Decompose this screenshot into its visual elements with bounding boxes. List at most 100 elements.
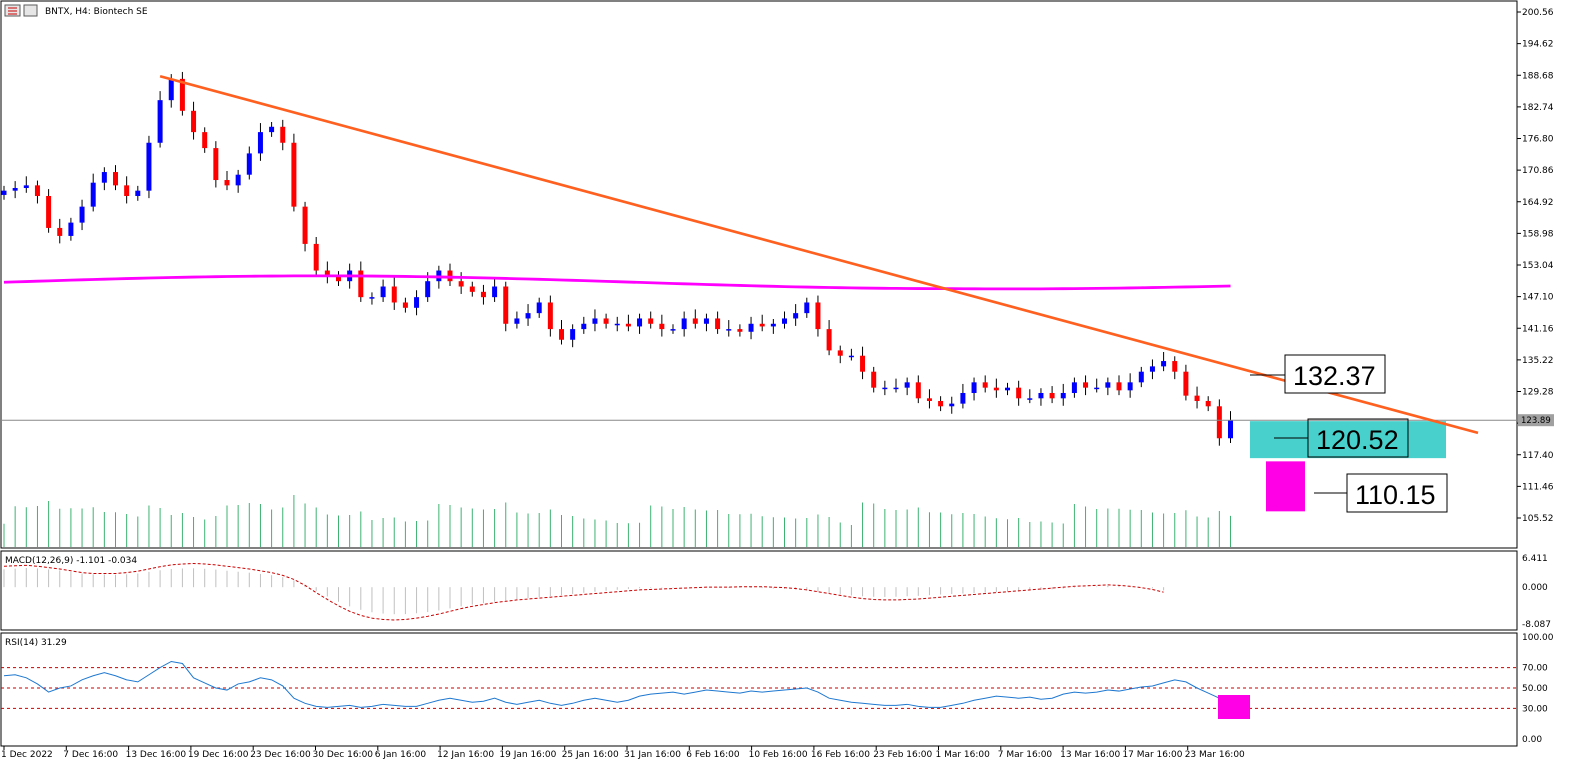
candle-body: [1194, 395, 1200, 401]
time-tick-label: 19 Jan 16:00: [499, 750, 556, 760]
candle-body: [1016, 387, 1022, 399]
time-tick-label: 10 Feb 16:00: [749, 750, 808, 760]
candle-body: [681, 318, 687, 330]
candle-body: [458, 281, 464, 287]
candle-body: [391, 286, 397, 303]
candlestick-series: [1, 71, 1233, 446]
candle-body: [726, 329, 732, 331]
ma-path: [3, 274, 1231, 291]
macd-label: MACD(12,26,9) -1.101 -0.034: [5, 556, 137, 566]
candle-body: [982, 382, 988, 388]
time-tick-label: 13 Mar 16:00: [1060, 750, 1120, 760]
candle-body: [336, 275, 341, 282]
candle-body: [34, 185, 40, 196]
candle-body: [425, 281, 431, 298]
candle-body: [302, 206, 308, 244]
time-tick-label: 16 Feb 16:00: [811, 750, 870, 760]
annotation-target2: 110.15: [1314, 473, 1448, 513]
candle-body: [1183, 371, 1189, 396]
candle-body: [592, 318, 598, 324]
window-header: BNTX, H4: Biontech SE: [4, 4, 148, 17]
candle-body: [12, 188, 18, 191]
candle-body: [79, 206, 85, 223]
candle-body: [715, 318, 721, 330]
candle-body: [1038, 392, 1044, 399]
candle-body: [1071, 382, 1077, 393]
candle-body: [514, 318, 520, 324]
time-tick-label: 23 Feb 16:00: [873, 750, 932, 760]
time-tick-label: 6 Feb 16:00: [686, 750, 740, 760]
candle-body: [938, 400, 944, 407]
candle-body: [570, 329, 576, 340]
candle-body: [1, 190, 7, 195]
candle-body: [670, 329, 676, 331]
candle-body: [46, 196, 52, 228]
target-zone-1: [1250, 421, 1446, 459]
candle-body: [1083, 382, 1089, 388]
candle-body: [246, 153, 252, 175]
candle-body: [837, 350, 843, 356]
time-tick-label: 1 Dec 2022: [1, 750, 53, 760]
rsi-pane-frame: [0, 632, 1518, 747]
candle-body: [23, 185, 29, 189]
window-menu-icon[interactable]: [23, 4, 38, 17]
candle-body: [469, 286, 475, 292]
annotation-resistance: 132.37: [1250, 354, 1386, 394]
resistance-trendline[interactable]: [159, 74, 1479, 435]
candle-body: [380, 286, 386, 298]
time-tick-label: 17 Mar 16:00: [1122, 750, 1182, 760]
price-tick-label: 182.74: [1522, 103, 1554, 113]
candle-body: [224, 180, 230, 186]
time-tick-label: 31 Jan 16:00: [624, 750, 681, 760]
rsi-line: [3, 660, 1231, 708]
macd-tick-label: -8.087: [1522, 620, 1551, 630]
candle-body: [257, 132, 263, 154]
rsi-oversold-marker: [1218, 695, 1250, 719]
macd-histogram: [3, 567, 1165, 615]
price-tick-label: 158.98: [1522, 229, 1554, 239]
candle-body: [904, 382, 910, 388]
candle-body: [1228, 420, 1233, 439]
svg-text:123.89: 123.89: [1521, 416, 1551, 426]
candle-body: [536, 302, 542, 314]
candle-body: [324, 270, 330, 276]
candle-body: [625, 323, 631, 327]
resistance-label: 132.37: [1293, 361, 1376, 391]
candle-body: [871, 371, 877, 388]
target2-label: 110.15: [1355, 480, 1436, 510]
candle-body: [135, 190, 141, 196]
candle-body: [113, 172, 118, 186]
candle-body: [1127, 382, 1133, 391]
candle-body: [793, 313, 799, 319]
time-tick-label: 25 Jan 16:00: [562, 750, 619, 760]
candle-body: [826, 329, 832, 351]
candle-body: [213, 148, 219, 181]
target1-label: 120.52: [1316, 425, 1399, 455]
candle-body: [101, 172, 107, 183]
price-tick-label: 170.86: [1522, 166, 1554, 176]
candle-body: [848, 355, 854, 358]
main-pane-frame: [0, 0, 1518, 549]
rsi-tick-label: 0.00: [1522, 735, 1542, 745]
rsi-tick-label: 100.00: [1522, 633, 1554, 643]
price-tick-label: 147.10: [1522, 293, 1554, 303]
candle-body: [269, 126, 275, 133]
candle-body: [68, 222, 74, 236]
chart-window-icon[interactable]: [4, 4, 21, 17]
candle-body: [414, 297, 420, 308]
candle-body: [748, 323, 754, 332]
rsi-axis: 100.00 70.00 50.00 30.00 0.00: [1522, 633, 1554, 745]
candle-body: [882, 387, 888, 390]
candle-body: [1027, 398, 1033, 400]
rsi-tick-label: 70.00: [1522, 664, 1548, 674]
macd-pane-frame: [0, 550, 1518, 631]
time-tick-label: 23 Mar 16:00: [1185, 750, 1245, 760]
candle-body: [1138, 371, 1144, 383]
price-tick-label: 194.62: [1522, 40, 1554, 50]
candle-body: [503, 286, 509, 324]
price-tick-label: 111.46: [1522, 482, 1554, 492]
time-tick-label: 30 Dec 16:00: [313, 750, 374, 760]
candle-body: [525, 313, 531, 319]
